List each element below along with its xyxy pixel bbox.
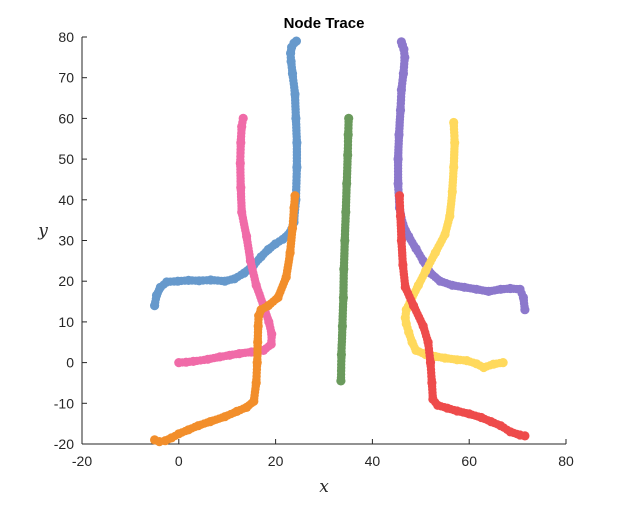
data-point xyxy=(291,36,301,46)
series-6 xyxy=(400,117,508,373)
y-axis-label: y xyxy=(37,221,48,241)
x-tick-label: 80 xyxy=(558,453,574,469)
y-tick-label: -10 xyxy=(54,395,74,411)
data-point xyxy=(290,191,300,201)
x-tick-label: 60 xyxy=(461,453,477,469)
y-tick-label: 30 xyxy=(58,233,74,249)
data-point xyxy=(344,113,354,123)
y-tick-label: 0 xyxy=(66,355,74,371)
x-tick-label: -20 xyxy=(72,453,92,469)
series-2 xyxy=(174,113,277,368)
data-point xyxy=(396,37,406,47)
series-7 xyxy=(394,191,530,441)
x-tick-label: 20 xyxy=(268,453,284,469)
data-point xyxy=(394,191,405,201)
series-3 xyxy=(150,191,300,447)
y-tick-label: 20 xyxy=(58,273,74,289)
series-layer xyxy=(150,36,530,447)
axes: -20 0 20 40 60 80 -20 -10 0 10 20 30 40 50 60 70 80 xyxy=(54,29,574,469)
x-tick-label: 40 xyxy=(365,453,381,469)
data-point xyxy=(238,113,248,123)
series-4 xyxy=(336,113,354,386)
y-tick-label: 80 xyxy=(58,29,74,45)
y-tick-label: 40 xyxy=(58,192,74,208)
y-tick-label: 60 xyxy=(58,110,74,126)
y-tick-label: 50 xyxy=(58,151,74,167)
x-tick-label: 0 xyxy=(175,453,183,469)
y-tick-label: 10 xyxy=(58,314,74,330)
y-tick-label: -20 xyxy=(54,436,74,452)
y-tick-label: 70 xyxy=(58,70,74,86)
chart-title: Node Trace xyxy=(284,15,365,32)
data-point xyxy=(449,117,459,128)
x-axis-label: x xyxy=(319,477,329,497)
